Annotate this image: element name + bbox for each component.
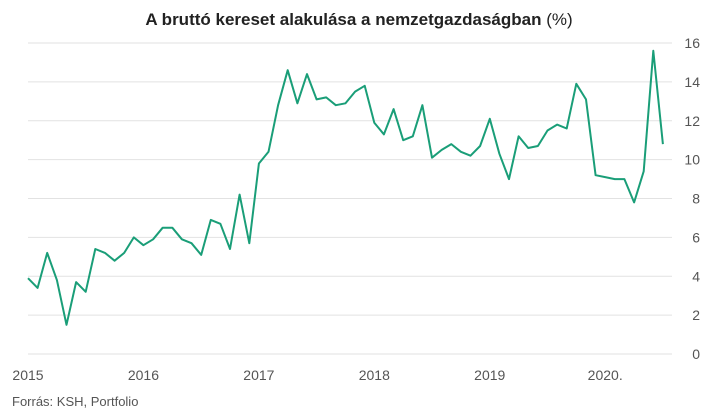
data-point [333, 102, 339, 108]
data-point [545, 128, 551, 134]
series-line [27, 49, 664, 326]
data-point [362, 83, 368, 89]
data-point [256, 161, 262, 167]
data-point [35, 285, 41, 291]
x-tick-label: 2016 [128, 367, 159, 383]
data-point [564, 126, 570, 132]
chart-title-text: A bruttó kereset alakulása a nemzetgazda… [145, 10, 542, 29]
series-layer [25, 48, 666, 328]
data-point [468, 153, 474, 159]
data-point [285, 67, 291, 73]
x-tick-label: 2017 [243, 367, 274, 383]
y-tick-label: 6 [692, 229, 700, 245]
data-point [160, 225, 166, 231]
data-point [602, 174, 608, 180]
data-point [535, 143, 541, 149]
data-point [439, 147, 445, 153]
data-point [227, 246, 233, 252]
data-point [208, 217, 214, 223]
data-point [391, 106, 397, 112]
data-point [660, 141, 666, 147]
data-point [44, 250, 50, 256]
data-point [612, 176, 618, 182]
data-point [506, 176, 512, 182]
data-point [121, 250, 127, 256]
data-point [92, 246, 98, 252]
x-tick-label: 2018 [359, 367, 390, 383]
data-point [583, 96, 589, 102]
data-point [217, 221, 223, 227]
data-point [487, 116, 493, 122]
data-point [198, 252, 204, 258]
x-tick-label: 2019 [474, 367, 505, 383]
data-point [371, 120, 377, 126]
data-point [131, 234, 137, 240]
data-point [323, 94, 329, 100]
data-point [516, 133, 522, 139]
data-point [496, 151, 502, 157]
data-point [400, 137, 406, 143]
data-point [73, 279, 79, 285]
x-axis: 2015 2016 2017 2018 2019 2020. [12, 367, 622, 383]
data-point [458, 149, 464, 155]
x-tick-label: 2015 [12, 367, 43, 383]
data-point [381, 131, 387, 137]
grid-lines [28, 42, 672, 355]
y-axis: 0 2 4 6 8 10 12 14 16 [684, 35, 700, 362]
chart-title-unit: (%) [546, 10, 573, 29]
data-point [189, 240, 195, 246]
data-point [25, 275, 31, 281]
data-point [621, 176, 627, 182]
data-point [419, 102, 425, 108]
data-point [554, 122, 560, 128]
y-tick-label: 4 [692, 268, 700, 284]
data-point [650, 48, 656, 54]
data-point [477, 143, 483, 149]
data-point [573, 81, 579, 87]
data-point [294, 100, 300, 106]
data-point [140, 242, 146, 248]
data-point [112, 258, 118, 264]
data-point [593, 172, 599, 178]
y-tick-label: 2 [692, 307, 700, 323]
source-note: Forrás: KSH, Portfolio [12, 394, 139, 409]
y-tick-label: 10 [684, 152, 700, 168]
y-tick-label: 14 [684, 74, 700, 90]
data-point [179, 236, 185, 242]
data-point [410, 133, 416, 139]
data-point [352, 89, 358, 95]
chart-title: A bruttó kereset alakulása a nemzetgazda… [0, 10, 718, 30]
data-point [429, 155, 435, 161]
y-tick-label: 16 [684, 35, 700, 51]
data-point [102, 250, 108, 256]
data-point [314, 96, 320, 102]
data-point [343, 100, 349, 106]
data-point [266, 149, 272, 155]
data-point [169, 225, 175, 231]
data-point [275, 102, 281, 108]
data-point [304, 71, 310, 77]
data-point [64, 322, 70, 328]
data-point [631, 199, 637, 205]
y-tick-label: 0 [692, 346, 700, 362]
data-point [246, 240, 252, 246]
data-point [83, 289, 89, 295]
x-tick-label: 2020. [588, 367, 623, 383]
data-point [54, 277, 60, 283]
y-tick-label: 8 [692, 191, 700, 207]
data-point [641, 168, 647, 174]
data-point [448, 141, 454, 147]
y-tick-label: 12 [684, 113, 700, 129]
data-point [525, 145, 531, 151]
data-point [150, 236, 156, 242]
data-point [237, 192, 243, 198]
